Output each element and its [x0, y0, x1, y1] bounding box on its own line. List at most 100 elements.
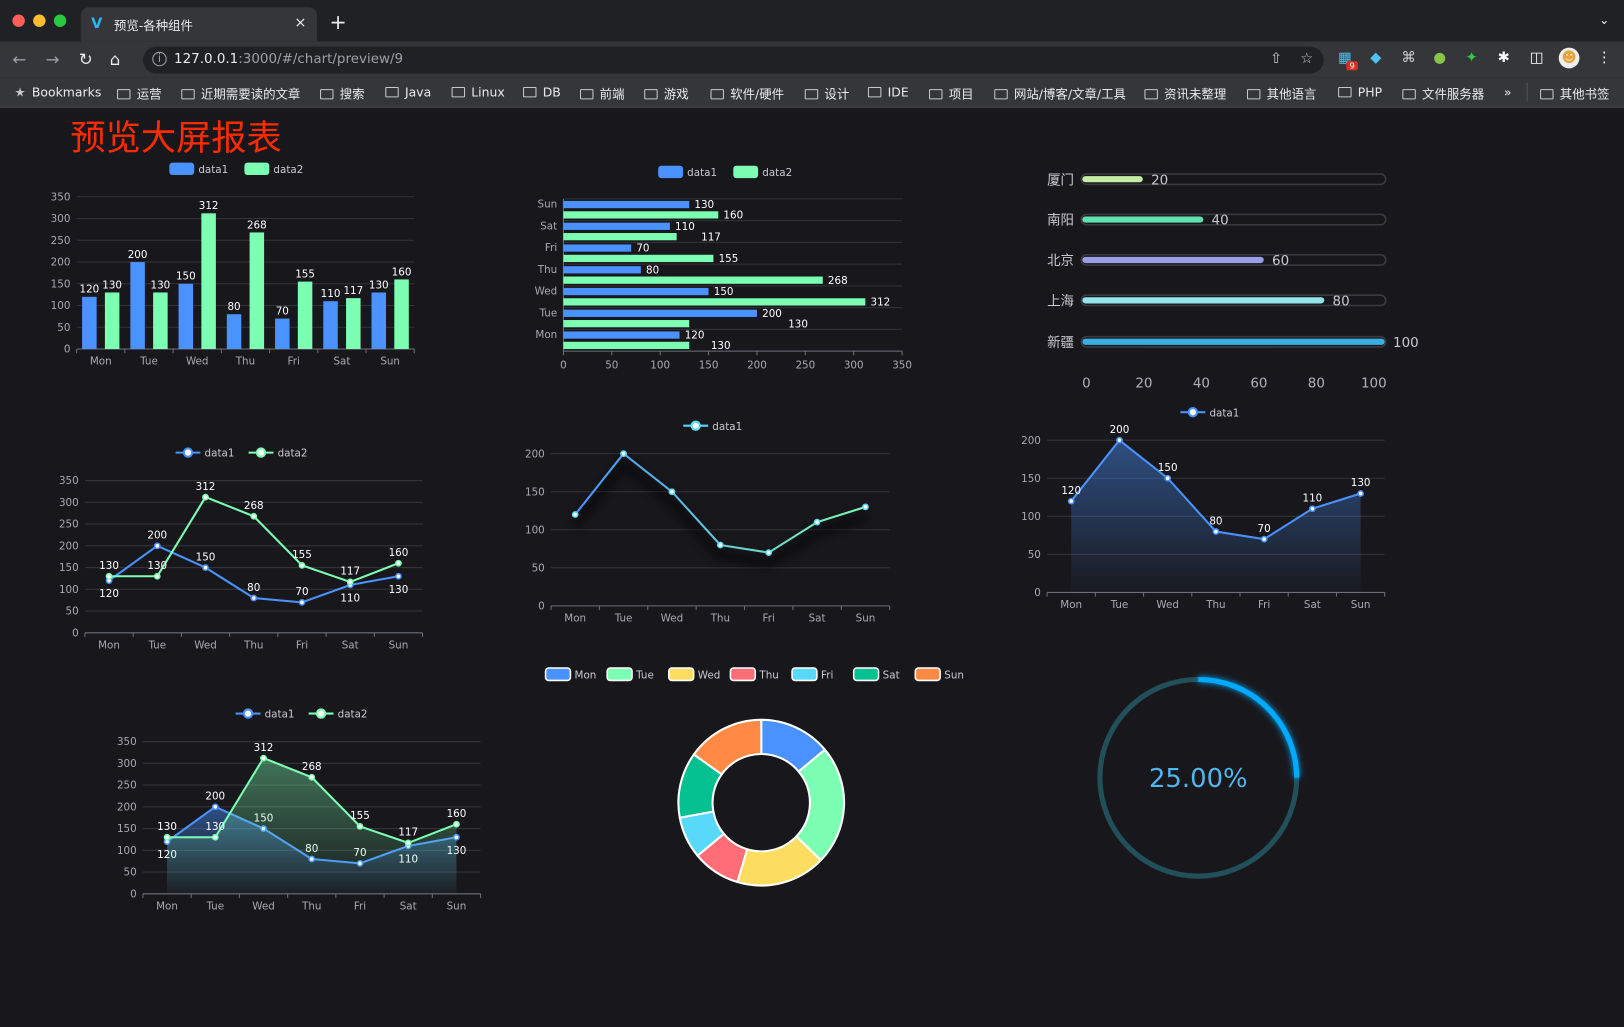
data-label: 80	[1209, 515, 1222, 527]
progress-fill	[1082, 256, 1264, 264]
x-tick-label: Sat	[1304, 599, 1321, 611]
legend-item-data2[interactable]: data2	[248, 447, 308, 460]
legend-label: Sun	[944, 669, 964, 681]
bookmark-star-icon[interactable]: ☆	[1300, 50, 1314, 68]
site-info-icon[interactable]: i	[152, 51, 167, 67]
bookmarks-star-button[interactable]: ★ Bookmarks	[14, 85, 101, 99]
menu-kebab-icon[interactable]: ⋮	[1597, 49, 1612, 67]
bookmark-folder[interactable]: 游戏	[644, 85, 689, 103]
folder-icon	[385, 86, 399, 98]
data-point	[211, 833, 219, 841]
bookmark-folder[interactable]: 软件/硬件	[710, 85, 784, 103]
data-point	[404, 839, 412, 847]
extension-badge: 9	[1346, 61, 1358, 71]
tab-close-icon[interactable]: ×	[294, 14, 307, 32]
legend-circle-icon	[242, 708, 254, 719]
bookmark-folder[interactable]: 资讯未整理	[1144, 85, 1226, 103]
data-label: 160	[447, 808, 467, 820]
y-tick-label: 150	[51, 278, 71, 290]
x-tick-label: 200	[747, 360, 767, 372]
legend-label: data2	[762, 167, 792, 179]
legend-item-Wed[interactable]: Wed	[668, 667, 721, 681]
forward-icon[interactable]: →	[45, 49, 60, 70]
data-point	[668, 488, 676, 496]
x-tick-label: Sun	[1351, 599, 1371, 611]
data-label: 70	[295, 586, 308, 598]
back-icon[interactable]: ←	[12, 49, 27, 70]
bookmark-folder[interactable]: 前端	[579, 85, 625, 103]
legend-item-data2[interactable]: data2	[308, 708, 368, 721]
tab-search-chevron-icon[interactable]: ⌄	[1599, 12, 1610, 27]
bookmarks-more-button[interactable]: »	[1503, 84, 1512, 100]
legend-item-data1[interactable]: data1	[169, 162, 228, 176]
tab-active[interactable]: V 预览-各种组件 ×	[80, 7, 317, 42]
y-tick-label: 50	[66, 606, 79, 618]
bookmarks-bar: » 其他书签 ★ Bookmarks 运营 近期需要读的文章 搜索 Java Linux DB…	[0, 77, 1624, 108]
command-extension-icon[interactable]: ⌘	[1401, 49, 1416, 67]
data-point	[250, 594, 258, 602]
puzzle-extensions-icon[interactable]: ✱	[1497, 49, 1510, 67]
bookmark-folder[interactable]: 其他语言	[1246, 85, 1316, 103]
data-label: 120	[685, 330, 705, 342]
new-tab-button[interactable]: +	[329, 9, 347, 35]
bookmark-label: 近期需要读的文章	[200, 86, 301, 102]
y-tick-label: Sun	[538, 199, 558, 211]
minimize-window-button[interactable]	[33, 14, 46, 27]
x-tick-label: Fri	[1258, 599, 1270, 611]
share-icon[interactable]: ⇧	[1270, 50, 1283, 68]
data-label: 130	[1351, 477, 1371, 489]
legend-circle-icon	[182, 447, 194, 458]
legend-item-Sat[interactable]: Sat	[852, 667, 900, 681]
bookmark-folder[interactable]: 运营	[117, 85, 162, 103]
legend-swatch-icon	[169, 162, 195, 176]
legend-item-data1[interactable]: data1	[235, 708, 295, 721]
legend-item-Thu[interactable]: Thu	[729, 667, 779, 681]
bar-data1	[275, 318, 290, 350]
bookmark-folder[interactable]: 项目	[929, 85, 974, 103]
legend-item-Tue[interactable]: Tue	[606, 667, 654, 681]
bookmark-folder[interactable]: Linux	[451, 85, 505, 99]
side-panel-icon[interactable]: ◫	[1529, 49, 1544, 67]
legend-item-Fri[interactable]: Fri	[791, 667, 833, 681]
bookmark-folder[interactable]: 网站/博客/文章/工具	[994, 85, 1126, 103]
legend-item-data1[interactable]: data1	[658, 165, 717, 179]
legend-item-data1[interactable]: data1	[175, 447, 235, 460]
star-extension-icon[interactable]: ✦	[1465, 49, 1478, 67]
data-label: 155	[350, 810, 370, 822]
bookmark-folder[interactable]: 设计	[804, 85, 849, 103]
data-point	[1067, 497, 1075, 505]
circle-extension-icon[interactable]: ●	[1433, 49, 1447, 67]
bookmark-folder[interactable]: DB	[523, 85, 561, 99]
maximize-window-button[interactable]	[53, 14, 67, 27]
bookmark-folder[interactable]: IDE	[867, 85, 909, 99]
data-label: 150	[176, 271, 196, 283]
home-icon[interactable]: ⌂	[109, 49, 121, 70]
bar-data2	[394, 279, 409, 350]
profile-avatar[interactable]: ☻	[1558, 47, 1580, 69]
bookmark-folder[interactable]: PHP	[1338, 85, 1382, 99]
x-tick-label: Fri	[763, 612, 775, 624]
tab-bar: V 预览-各种组件 × + ⌄	[0, 0, 1624, 42]
legend-item-Mon[interactable]: Mon	[544, 667, 597, 681]
bookmark-other[interactable]: 其他书签	[1540, 85, 1609, 103]
bookmark-folder[interactable]: Java	[385, 85, 431, 99]
close-window-button[interactable]	[12, 14, 25, 27]
legend-item-data2[interactable]: data2	[733, 165, 792, 179]
y-tick-label: 300	[51, 213, 71, 225]
reload-icon[interactable]: ↻	[78, 49, 93, 70]
data-label: 80	[247, 582, 260, 594]
legend-item-data2[interactable]: data2	[244, 162, 303, 176]
legend-item-data1[interactable]: data1	[683, 420, 742, 433]
data-point	[453, 820, 460, 828]
bar-data1	[563, 331, 680, 339]
address-bar[interactable]: i 127.0.0.1:3000/#/chart/preview/9 ⇧ ☆	[142, 46, 1324, 74]
bookmark-folder[interactable]: 近期需要读的文章	[181, 85, 300, 103]
legend-item-Sun[interactable]: Sun	[914, 667, 964, 681]
legend-item-data1[interactable]: data1	[1180, 407, 1239, 419]
y-tick-label: 100	[59, 584, 79, 596]
diamond-extension-icon[interactable]: ◆	[1370, 49, 1382, 67]
data-label: 160	[392, 266, 412, 278]
bookmark-folder[interactable]: 搜索	[320, 85, 365, 103]
bookmark-folder[interactable]: 文件服务器	[1402, 85, 1484, 103]
data-point	[211, 803, 219, 811]
